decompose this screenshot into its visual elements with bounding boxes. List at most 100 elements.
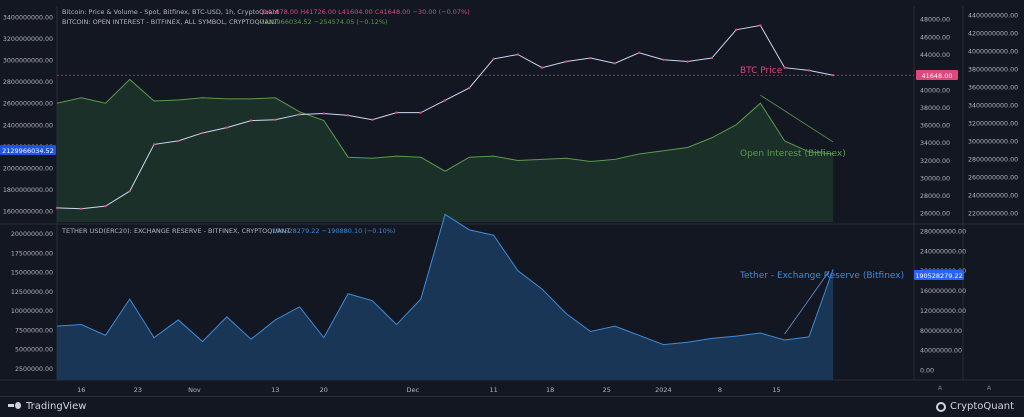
badge-tether: 190528279.22 (914, 270, 964, 280)
right-axis-tick: 2400000000.00 (968, 193, 1018, 200)
btc-price-point (419, 111, 423, 114)
footer-bar: TradingView CryptoQuant (0, 396, 1024, 417)
x-axis-tick: 15 (772, 386, 780, 394)
btc-price-point (710, 56, 714, 60)
cryptoquant-label: CryptoQuant (950, 401, 1014, 412)
oi-axis-tick: 1600000000.00 (3, 209, 53, 216)
price-axis-tick: 26000.00 (920, 211, 950, 218)
x-axis-tick: 20 (320, 386, 328, 394)
oi-axis-tick: 3400000000.00 (3, 14, 53, 21)
tether-value: 190528279.22 −190880.10 (−0.10%) (272, 227, 395, 235)
btc-price-point (346, 114, 350, 117)
x-axis-tick: 25 (603, 386, 611, 394)
x-axis-tick: 8 (718, 386, 722, 394)
chart-svg: 26000.00 28000.00 30000.00 32000.00 34000.00… (0, 6, 1024, 394)
price-axis-tick: 40000.00 (920, 87, 950, 94)
x-axis-tick: 2024 (655, 386, 672, 394)
oi-area (57, 79, 834, 222)
x-axis-tick: 13 (271, 386, 279, 394)
tether-axis-tick: 5000000.00 (15, 347, 53, 354)
autoscale-button[interactable]: A (938, 384, 943, 392)
badge-price-text: 41648.00 (921, 72, 952, 80)
tether-right-axis-tick: 80000000.00 (920, 328, 962, 335)
annotation-open-interest: Open Interest (Bitfinex) (740, 149, 846, 159)
btc-price-point (589, 56, 592, 60)
cryptoquant-logo: CryptoQuant (936, 401, 1014, 412)
tether-trend-arrow (784, 270, 830, 335)
btc-price-point (613, 62, 617, 65)
annotation-btc-price: BTC Price (740, 66, 783, 76)
price-axis-tick: 44000.00 (920, 52, 950, 59)
btc-price-point (322, 112, 326, 115)
btc-price-point (395, 111, 398, 114)
right-axis-tick: 4000000000.00 (968, 49, 1018, 56)
annotation-tether-reserve: Tether - Exchange Reserve (Bitfinex) (739, 271, 904, 281)
tether-area (57, 214, 834, 380)
tradingview-icon (8, 402, 22, 411)
badge-price: 41648.00 (916, 70, 958, 80)
right-axis-tick: 4200000000.00 (968, 31, 1018, 38)
price-axis-tick: 48000.00 (920, 17, 950, 24)
btc-price-point (201, 131, 204, 135)
right-axis-tick: 3000000000.00 (968, 139, 1018, 146)
right-axis-tick: 4400000000.00 (968, 13, 1018, 20)
x-axis-tick: 18 (546, 386, 554, 394)
btc-price-point (298, 113, 301, 116)
btc-price-point (565, 60, 568, 63)
btc-price-point (104, 204, 107, 208)
tether-line (56, 213, 834, 346)
right-axis-tick: 3400000000.00 (968, 103, 1018, 110)
tether-axis-tick: 17500000.00 (11, 250, 53, 257)
oi-title: BITCOIN: OPEN INTEREST - BITFINEX, ALL S… (62, 18, 278, 26)
btc-price-point (468, 86, 471, 90)
tether-axis-tick: 12500000.00 (11, 289, 53, 296)
btc-price-point (177, 139, 180, 143)
oi-axis-tick: 3200000000.00 (3, 36, 53, 43)
tradingview-label: TradingView (26, 401, 87, 412)
tether-right-axis-tick: 240000000.00 (920, 248, 966, 255)
x-axis-tick: 23 (134, 386, 142, 394)
tether-axis-tick: 15000000.00 (11, 270, 53, 277)
tether-right-axis-tick: 0.00 (920, 368, 934, 375)
right-axis-tick: 2200000000.00 (968, 211, 1018, 218)
right-axis-tick: 3200000000.00 (968, 121, 1018, 128)
btc-price-point (371, 118, 374, 121)
x-axis-tick: 16 (77, 386, 85, 394)
tether-right-axis-tick: 40000000.00 (920, 348, 962, 355)
btc-price-point (759, 24, 762, 27)
btc-price-point (443, 99, 447, 102)
price-axis-tick: 46000.00 (920, 34, 950, 41)
x-axis-tick: 11 (489, 386, 497, 394)
tradingview-logo[interactable]: TradingView (8, 401, 86, 412)
btc-price-point (249, 119, 253, 122)
btc-price-point (807, 69, 811, 72)
x-axis-tick: Dec (406, 386, 419, 394)
price-axis-tick: 32000.00 (920, 158, 950, 165)
autoscale-button-right[interactable]: A (987, 384, 992, 392)
right-axis-tick: 2800000000.00 (968, 157, 1018, 164)
badge-oi-text: 2129966034.52 (2, 147, 54, 155)
tether-right-axis-tick: 280000000.00 (920, 228, 966, 235)
right-axis-tick: 3800000000.00 (968, 67, 1018, 74)
oi-axis-tick: 2600000000.00 (3, 101, 53, 108)
tether-axis-tick: 20000000.00 (11, 231, 53, 238)
tether-axis-tick: 2500000.00 (15, 366, 53, 373)
badge-oi: 2129966034.52 (0, 145, 56, 155)
tether-right-axis-tick: 120000000.00 (920, 308, 966, 315)
btc-price-point (152, 143, 156, 146)
price-axis-tick: 38000.00 (920, 105, 950, 112)
btc-price-point (492, 57, 495, 61)
btc-price-point (686, 60, 689, 63)
oi-value: 2129966034.52 −254574.05 (−0.12%) (260, 18, 388, 26)
right-axis-tick: 2600000000.00 (968, 175, 1018, 182)
btc-price-point (734, 28, 738, 32)
btc-price-point (55, 206, 59, 210)
btc-price-point (516, 53, 520, 56)
price-axis-tick: 30000.00 (920, 175, 950, 182)
oi-axis-tick: 2000000000.00 (3, 166, 53, 173)
right-axis-tick: 3600000000.00 (968, 85, 1018, 92)
cryptoquant-icon (936, 401, 946, 412)
oi-axis-tick: 1800000000.00 (3, 187, 53, 194)
tether-axis-tick: 10000000.00 (11, 308, 53, 315)
btc-price-point (637, 51, 641, 54)
